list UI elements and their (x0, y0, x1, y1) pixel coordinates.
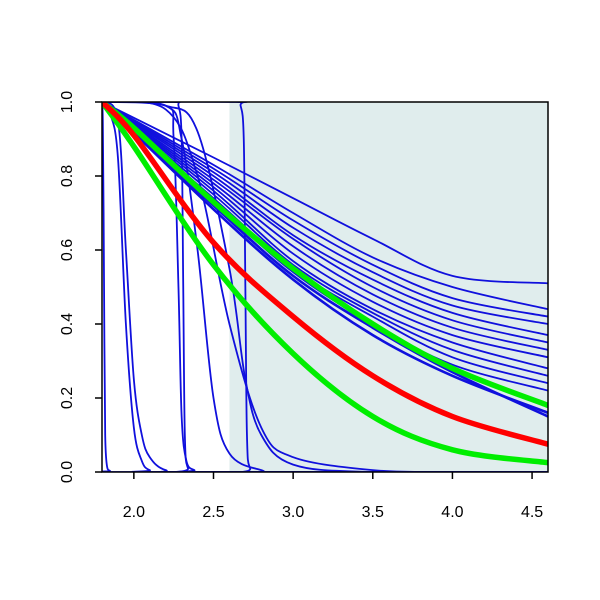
series-line-20 (102, 102, 548, 472)
series-line-8 (102, 102, 548, 359)
y-tick-label: 0.2 (59, 387, 76, 409)
x-tick-label: 3.5 (362, 504, 384, 521)
x-tick-label: 4.5 (521, 504, 543, 521)
series-line-7 (102, 102, 548, 351)
series-line-24 (102, 102, 548, 409)
series-line-14 (102, 102, 548, 415)
series-line-6 (102, 102, 548, 344)
y-tick-label: 0.4 (59, 313, 76, 335)
x-tick-label: 2.0 (123, 504, 145, 521)
x-tick-label: 4.0 (441, 504, 463, 521)
series-line-23 (102, 102, 548, 472)
series-line-3 (102, 102, 548, 318)
y-tick-label: 0.0 (59, 461, 76, 483)
y-tick-label: 0.8 (59, 165, 76, 187)
series-line-21 (102, 102, 548, 472)
x-tick-label: 3.0 (282, 504, 304, 521)
x-tick-label: 2.5 (202, 504, 224, 521)
series-line-19 (102, 102, 548, 472)
series-line-22 (102, 102, 548, 472)
series-line-5 (102, 102, 548, 336)
series-line-17 (102, 102, 548, 472)
series-line-10 (102, 102, 548, 377)
series-line-9 (102, 102, 548, 370)
y-tick-label: 1.0 (59, 91, 76, 113)
axis-layer: 2.0 2.5 3.0 3.5 4.0 4.5 0.0 0.2 0.4 0.6 0.8 1.0 (59, 91, 549, 521)
y-tick-label: 0.6 (59, 239, 76, 261)
series-line-26 (102, 102, 548, 447)
series-line-25 (102, 102, 548, 466)
series-line-2 (102, 102, 548, 311)
series-line-4 (102, 102, 548, 325)
series-layer (102, 102, 548, 472)
plot-frame (101, 101, 549, 473)
